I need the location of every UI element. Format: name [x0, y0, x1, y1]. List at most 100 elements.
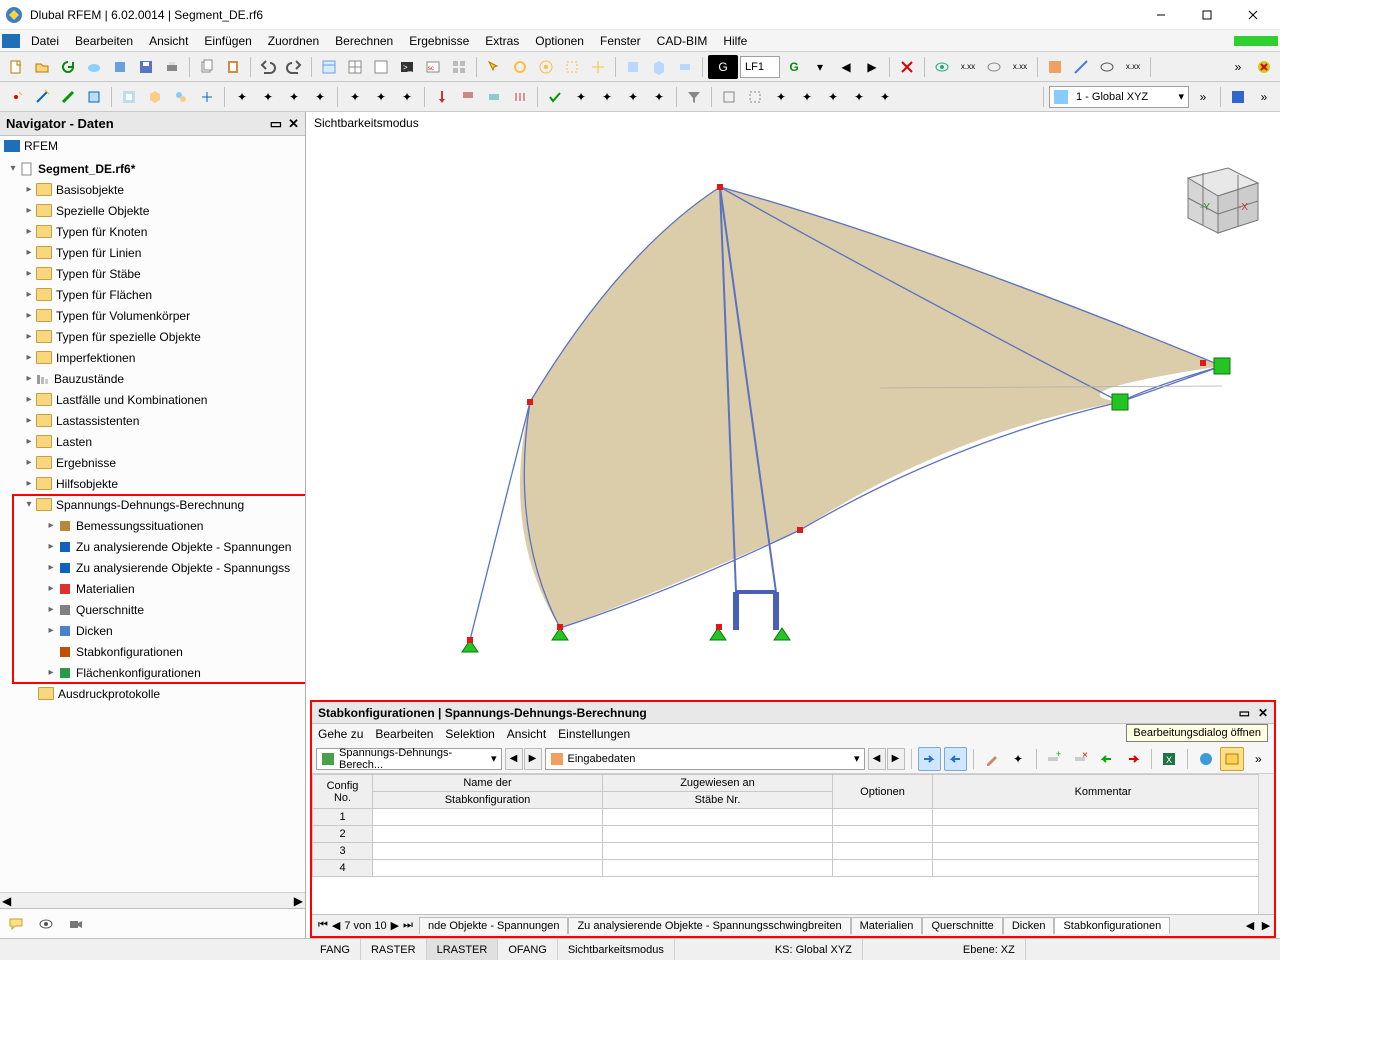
open-icon[interactable] [30, 55, 54, 79]
menu-cadbim[interactable]: CAD-BIM [649, 32, 716, 50]
table-menu-gehezu[interactable]: Gehe zu [318, 727, 363, 741]
cloud-icon[interactable] [82, 55, 106, 79]
tree-item[interactable]: ▸Lastfälle und Kombinationen [0, 389, 305, 410]
tree-item[interactable]: ▸Ergebnisse [0, 452, 305, 473]
overflow3-icon[interactable]: » [1252, 85, 1276, 109]
table-menu-bearbeiten[interactable]: Bearbeiten [375, 727, 433, 741]
menu-einfuegen[interactable]: Einfügen [196, 32, 259, 50]
check-icon[interactable] [543, 85, 567, 109]
clip6-icon[interactable]: ✦ [847, 85, 871, 109]
menu-optionen[interactable]: Optionen [527, 32, 592, 50]
table1-icon[interactable] [317, 55, 341, 79]
prev-lc-icon[interactable]: ◀ [834, 55, 858, 79]
tree-item[interactable]: ▸Basisobjekte [0, 179, 305, 200]
navigator-root-row[interactable]: RFEM [0, 136, 305, 156]
type5-icon[interactable]: ✦ [343, 85, 367, 109]
type3-icon[interactable]: ✦ [282, 85, 306, 109]
data-dropdown[interactable]: Eingabedaten ▾ [545, 748, 865, 770]
g-button[interactable]: G [708, 55, 738, 79]
menu-datei[interactable]: Datei [23, 32, 67, 50]
menu-extras[interactable]: Extras [477, 32, 527, 50]
tree-file-row[interactable]: ▾ Segment_DE.rf6* [0, 158, 305, 179]
prev-page-button[interactable]: ◀ [332, 919, 340, 932]
menu-bearbeiten[interactable]: Bearbeiten [67, 32, 141, 50]
calc-delete-icon[interactable] [895, 55, 919, 79]
redo-icon[interactable] [282, 55, 306, 79]
navigator-hscroll[interactable]: ◀▶ [0, 892, 305, 908]
tree-subitem[interactable]: ▸Dicken [0, 620, 305, 641]
menu-hilfe[interactable]: Hilfe [715, 32, 755, 50]
type6-icon[interactable]: ✦ [369, 85, 393, 109]
calc-cancel-icon[interactable] [1252, 55, 1276, 79]
comment-icon[interactable] [4, 912, 28, 936]
load6-icon[interactable]: ✦ [595, 85, 619, 109]
next-module-button[interactable]: ▶ [524, 748, 542, 770]
member-new-icon[interactable] [56, 85, 80, 109]
tree-item[interactable]: ▸Spezielle Objekte [0, 200, 305, 221]
clip4-icon[interactable]: ✦ [795, 85, 819, 109]
row-header[interactable]: 1 [313, 809, 373, 826]
minimize-button[interactable] [1138, 0, 1184, 30]
tab-stabkonfig[interactable]: Stabkonfigurationen [1054, 917, 1170, 934]
select2-icon[interactable] [508, 55, 532, 79]
row-add-icon[interactable]: + [1043, 747, 1066, 771]
globe-icon[interactable] [1194, 747, 1217, 771]
tree-item[interactable]: ▸Bauzustände [0, 368, 305, 389]
tab-scroll-left[interactable]: ◀ [1242, 919, 1258, 932]
surface-new-icon[interactable] [82, 85, 106, 109]
camera-icon[interactable] [64, 912, 88, 936]
select-back-icon[interactable] [944, 747, 967, 771]
tree-item[interactable]: ▸Typen für Flächen [0, 284, 305, 305]
tree-item[interactable]: ▸Typen für Knoten [0, 221, 305, 242]
next-lc-icon[interactable]: ▶ [860, 55, 884, 79]
prev-data-button[interactable]: ◀ [868, 748, 886, 770]
table-menu-einstellungen[interactable]: Einstellungen [558, 727, 630, 741]
panel-icon[interactable] [1043, 55, 1067, 79]
status-lraster[interactable]: LRASTER [427, 939, 499, 960]
clip7-icon[interactable]: ✦ [873, 85, 897, 109]
type-icon[interactable]: ✦ [230, 85, 254, 109]
print-icon[interactable] [160, 55, 184, 79]
set-new-icon[interactable] [169, 85, 193, 109]
chevron-down-icon[interactable]: ▾ [808, 55, 832, 79]
overflow2-icon[interactable]: » [1191, 85, 1215, 109]
type4-icon[interactable]: ✦ [308, 85, 332, 109]
tab-scroll-right[interactable]: ▶ [1258, 919, 1274, 932]
menu-berechnen[interactable]: Berechnen [327, 32, 401, 50]
xxx3-icon[interactable]: x.xx [1121, 55, 1145, 79]
tree-item[interactable]: ▸Typen für spezielle Objekte [0, 326, 305, 347]
select3-icon[interactable] [534, 55, 558, 79]
node-new-icon[interactable] [4, 85, 28, 109]
dock-icon[interactable]: ▭ [270, 116, 282, 132]
line-new-icon[interactable] [30, 85, 54, 109]
close-table-icon[interactable]: ✕ [1258, 706, 1268, 720]
status-sicht[interactable]: Sichtbarkeitsmodus [558, 939, 675, 960]
select5-icon[interactable] [586, 55, 610, 79]
coord-system-dropdown[interactable]: 1 - Global XYZ ▾ [1049, 86, 1189, 108]
table3-icon[interactable] [369, 55, 393, 79]
result-xxx1-icon[interactable]: x.xx [956, 55, 980, 79]
edit-icon[interactable] [980, 747, 1003, 771]
row-del-icon[interactable]: × [1069, 747, 1092, 771]
tree-subitem[interactable]: ▸Flächenkonfigurationen [0, 662, 305, 683]
result-eye2-icon[interactable] [982, 55, 1006, 79]
select1-icon[interactable] [482, 55, 506, 79]
last-page-button[interactable]: ⏭ [403, 919, 413, 932]
load3-icon[interactable] [482, 85, 506, 109]
arrow-red-right-icon[interactable] [1122, 747, 1145, 771]
menu-fenster[interactable]: Fenster [592, 32, 649, 50]
next-page-button[interactable]: ▶ [391, 919, 399, 932]
prev-module-button[interactable]: ◀ [505, 748, 523, 770]
view-top-icon[interactable] [673, 55, 697, 79]
intersect-icon[interactable] [195, 85, 219, 109]
refresh-icon[interactable] [56, 55, 80, 79]
table2-icon[interactable] [343, 55, 367, 79]
tree-item[interactable]: ▸Typen für Linien [0, 242, 305, 263]
first-page-button[interactable]: ⏮ [318, 919, 328, 932]
select-row-icon[interactable] [918, 747, 941, 771]
eye3-icon[interactable] [1095, 55, 1119, 79]
tree-item[interactable]: ▸Lasten [0, 431, 305, 452]
type2-icon[interactable]: ✦ [256, 85, 280, 109]
grid-icon[interactable] [447, 55, 471, 79]
overflow-table-icon[interactable]: » [1247, 747, 1270, 771]
